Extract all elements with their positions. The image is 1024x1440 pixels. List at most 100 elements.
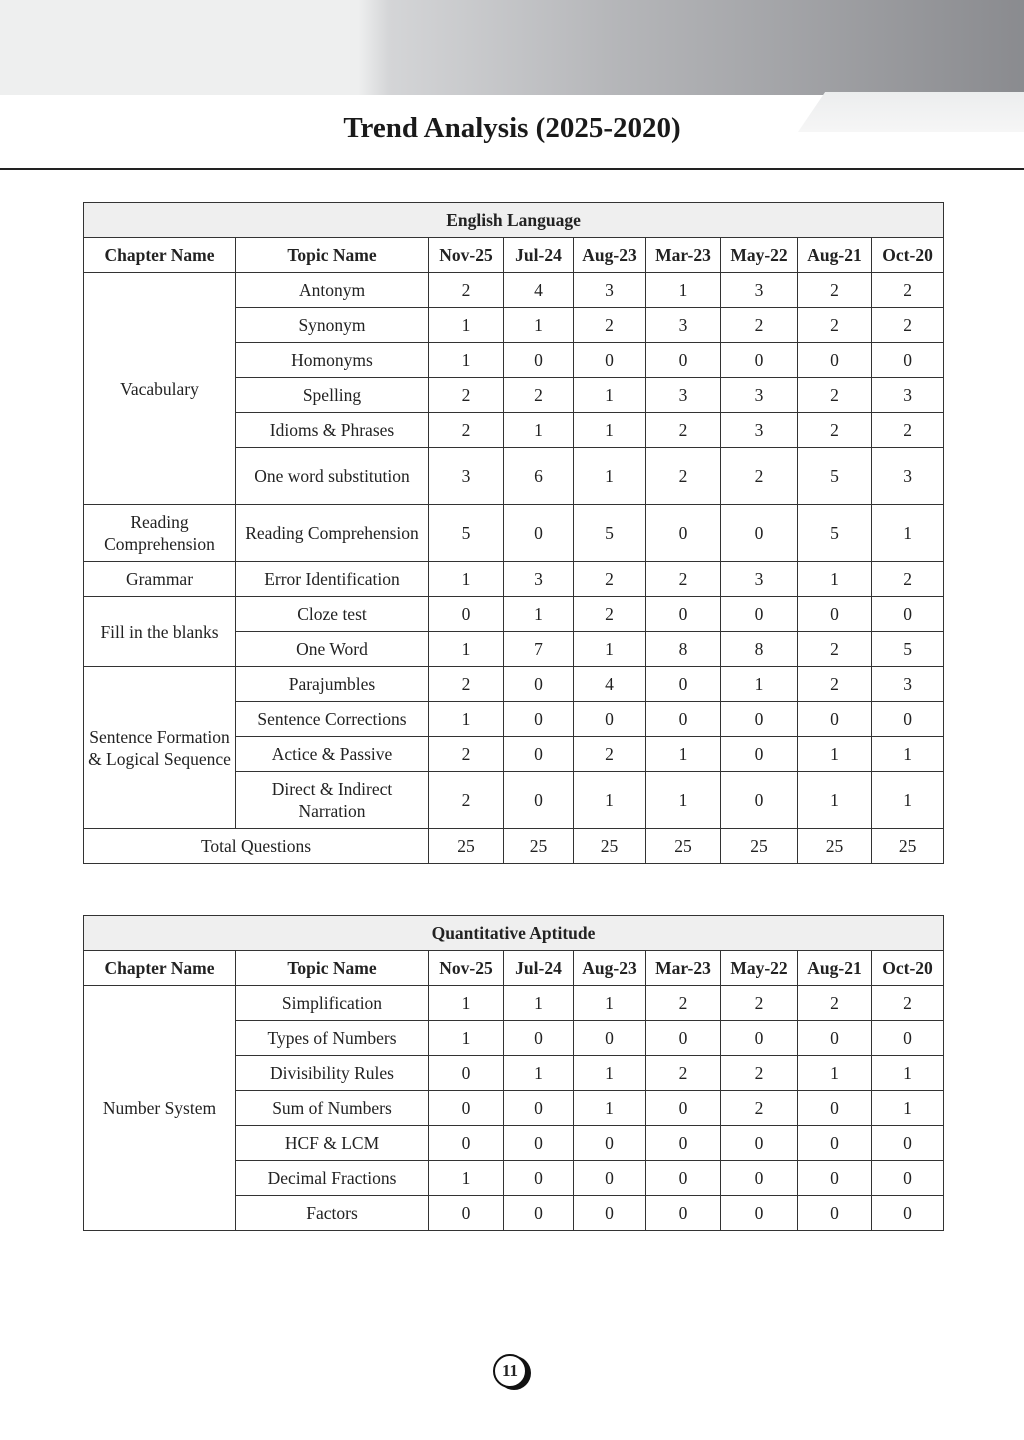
value-cell: 0 xyxy=(720,342,798,378)
value-cell: 0 xyxy=(573,1020,646,1056)
total-value: 25 xyxy=(645,828,721,864)
column-header: Topic Name xyxy=(235,950,429,986)
value-cell: 1 xyxy=(573,985,646,1021)
quantitative-aptitude-table: Quantitative Aptitude Chapter Name Topic N… xyxy=(82,915,945,1231)
value-cell: 1 xyxy=(428,701,504,737)
table-row: Number System Simplification 1 1 1 2 2 2 2 xyxy=(83,985,945,1231)
caption-row: Quantitative Aptitude xyxy=(82,915,945,951)
value-cell: 3 xyxy=(645,377,721,413)
value-cell: 3 xyxy=(720,272,798,308)
value-cell: 0 xyxy=(870,596,945,632)
value-cell: 2 xyxy=(797,666,872,702)
column-header: Oct-20 xyxy=(870,237,945,273)
column-header: Nov-25 xyxy=(428,237,504,273)
value-cell: 2 xyxy=(645,447,721,505)
value-cell: 1 xyxy=(797,1055,872,1091)
topic-name: Sentence Corrections xyxy=(235,701,429,737)
value-cell: 0 xyxy=(797,1020,872,1056)
table-row: Fill in the blanks Cloze test 0 1 2 0 0 0 0 xyxy=(83,596,945,667)
column-header: Aug-21 xyxy=(797,237,872,273)
value-cell: 2 xyxy=(645,985,721,1021)
table-row: Vacabulary Antonym 2 4 3 1 3 2 2 xyxy=(83,272,945,505)
value-cell: 0 xyxy=(645,701,721,737)
value-cell: 6 xyxy=(503,447,574,505)
value-cell: 5 xyxy=(797,504,872,562)
value-cell: 0 xyxy=(870,1020,945,1056)
table-row: Synonym 1 1 2 3 2 2 2 xyxy=(84,307,945,343)
chapter-name: Vacabulary xyxy=(83,272,236,505)
value-cell: 1 xyxy=(797,736,872,772)
value-cell: 0 xyxy=(797,342,872,378)
value-cell: 1 xyxy=(573,631,646,667)
topic-name: Factors xyxy=(235,1195,429,1231)
caption-row: English Language xyxy=(82,202,945,238)
value-cell: 2 xyxy=(573,561,646,597)
value-cell: 3 xyxy=(503,561,574,597)
column-header: Aug-23 xyxy=(573,237,646,273)
value-cell: 5 xyxy=(797,447,872,505)
topic-name: Direct & Indirect Narration xyxy=(235,771,429,829)
value-cell: 1 xyxy=(870,1090,945,1126)
value-cell: 2 xyxy=(573,596,646,632)
value-cell: 2 xyxy=(870,985,945,1021)
value-cell: 0 xyxy=(503,771,574,829)
value-cell: 0 xyxy=(797,1125,872,1161)
page-number: 11 xyxy=(493,1354,527,1388)
value-cell: 1 xyxy=(428,1160,504,1196)
value-cell: 0 xyxy=(573,701,646,737)
value-cell: 0 xyxy=(645,1125,721,1161)
value-cell: 0 xyxy=(720,1160,798,1196)
value-cell: 0 xyxy=(503,701,574,737)
column-header: Oct-20 xyxy=(870,950,945,986)
value-cell: 0 xyxy=(870,1195,945,1231)
value-cell: 2 xyxy=(870,272,945,308)
value-cell: 2 xyxy=(870,561,945,597)
value-cell: 0 xyxy=(503,1195,574,1231)
value-cell: 0 xyxy=(428,1090,504,1126)
value-cell: 0 xyxy=(573,1125,646,1161)
value-cell: 0 xyxy=(645,504,721,562)
value-cell: 2 xyxy=(797,985,872,1021)
value-cell: 1 xyxy=(870,736,945,772)
value-cell: 0 xyxy=(645,1090,721,1126)
total-value: 25 xyxy=(428,828,504,864)
column-header: Chapter Name xyxy=(83,237,236,273)
value-cell: 1 xyxy=(428,561,504,597)
header-row: Chapter Name Topic Name Nov-25 Jul-24 Aug-23… xyxy=(83,237,945,273)
column-header: Nov-25 xyxy=(428,950,504,986)
value-cell: 5 xyxy=(870,631,945,667)
table-row: Idioms & Phrases 2 1 1 2 3 2 2 xyxy=(84,412,945,448)
value-cell: 0 xyxy=(645,1195,721,1231)
value-cell: 0 xyxy=(503,666,574,702)
value-cell: 0 xyxy=(428,1125,504,1161)
table-row: Decimal Fractions 1 0 0 0 0 0 0 xyxy=(84,1160,945,1196)
value-cell: 2 xyxy=(870,307,945,343)
column-header: Aug-23 xyxy=(573,950,646,986)
value-cell: 1 xyxy=(573,771,646,829)
value-cell: 0 xyxy=(720,771,798,829)
value-cell: 2 xyxy=(720,307,798,343)
topic-name: Homonyms xyxy=(235,342,429,378)
value-cell: 0 xyxy=(797,1160,872,1196)
value-cell: 2 xyxy=(720,1055,798,1091)
total-row: Total Questions 25 25 25 25 25 25 25 xyxy=(83,828,945,864)
value-cell: 1 xyxy=(645,272,721,308)
value-cell: 4 xyxy=(503,272,574,308)
column-header: Jul-24 xyxy=(503,950,574,986)
column-header: Mar-23 xyxy=(645,237,721,273)
value-cell: 1 xyxy=(428,985,504,1021)
value-cell: 2 xyxy=(428,377,504,413)
chapter-name: Number System xyxy=(83,985,236,1231)
value-cell: 0 xyxy=(870,1125,945,1161)
topic-name: Error Identification xyxy=(235,561,429,597)
value-cell: 2 xyxy=(428,272,504,308)
value-cell: 1 xyxy=(573,447,646,505)
topic-name: Divisibility Rules xyxy=(235,1055,429,1091)
chapter-name: Grammar xyxy=(83,561,236,597)
value-cell: 2 xyxy=(573,736,646,772)
value-cell: 2 xyxy=(720,447,798,505)
value-cell: 0 xyxy=(573,342,646,378)
table-row: Types of Numbers 1 0 0 0 0 0 0 xyxy=(84,1020,945,1056)
table-caption: Quantitative Aptitude xyxy=(82,915,945,951)
topic-name: Cloze test xyxy=(235,596,429,632)
